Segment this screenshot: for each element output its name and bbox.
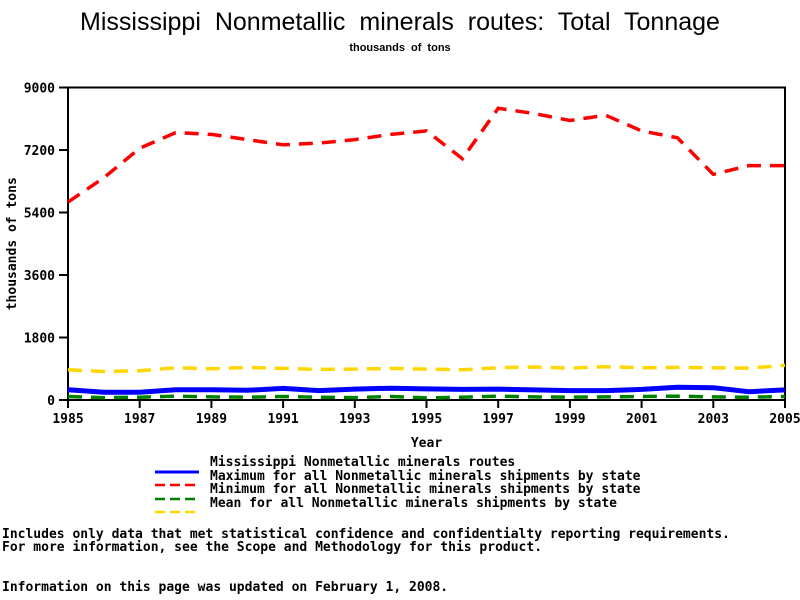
x-tick-label: 1997 (483, 412, 514, 427)
footnote-line: Includes only data that met statistical … (2, 527, 730, 542)
y-tick-label: 3600 (24, 269, 55, 284)
footnotes: Includes only data that met statistical … (2, 528, 730, 554)
y-tick-label: 9000 (24, 82, 55, 97)
legend-line-icon (155, 497, 199, 500)
y-tick-label: 0 (47, 394, 55, 409)
y-axis-title: thousands of tons (5, 177, 20, 310)
legend-item: Mississippi Nonmetallic minerals routes (155, 455, 640, 474)
chart-legend: Mississippi Nonmetallic minerals routes … (155, 455, 641, 514)
legend-line-icon (155, 511, 199, 514)
y-tick-label: 7200 (24, 144, 55, 159)
legend-item: Maximum for all Nonmetallic minerals shi… (155, 468, 641, 487)
legend-label: Minimum for all Nonmetallic minerals shi… (210, 482, 641, 498)
footnote-line: For more information, see the Scope and … (2, 540, 543, 555)
legend-line-swatch-mean (155, 500, 199, 514)
legend-label: Maximum for all Nonmetallic minerals shi… (210, 468, 641, 484)
legend-line-swatch-minimum (155, 487, 199, 500)
legend-label: Mean for all Nonmetallic minerals shipme… (210, 495, 617, 511)
legend-line-icon (155, 470, 199, 474)
series-line (67, 106, 785, 204)
x-tick-label: 2005 (769, 412, 800, 427)
y-tick-label: 5400 (24, 207, 55, 222)
updated-date-note: Information on this page was updated on … (2, 580, 449, 595)
x-tick-label: 1995 (411, 412, 442, 427)
x-tick-label: 1991 (267, 412, 298, 427)
chart-title: Mississippi Nonmetallic minerals routes:… (80, 8, 720, 36)
tonnage-line-chart: 0 1800 3600 5400 7200 9000 1985 1987 1989 1991 199… (5, 82, 800, 452)
x-tick-label: 1989 (196, 412, 227, 427)
y-tick-label: 1800 (24, 332, 55, 347)
legend-label: Mississippi Nonmetallic minerals routes (210, 455, 516, 471)
chart-subtitle: thousands of tons (349, 42, 451, 54)
legend-line-swatch-mississippi (155, 460, 199, 474)
x-tick-label: 1987 (124, 412, 155, 427)
legend-line-swatch-maximum (155, 473, 199, 487)
x-tick-label: 2001 (626, 412, 657, 427)
x-tick-label: 2003 (698, 412, 729, 427)
series-line (67, 394, 786, 400)
series-line (67, 384, 786, 395)
legend-item: Mean for all Nonmetallic minerals shipme… (155, 495, 640, 514)
x-axis-title: Year (411, 436, 442, 451)
x-tick-label: 1999 (554, 412, 585, 427)
legend-line-icon (155, 484, 199, 487)
series-line (67, 363, 786, 374)
x-tick-label: 1993 (339, 412, 370, 427)
legend-item: Minimum for all Nonmetallic minerals shi… (155, 482, 641, 500)
x-tick-label: 1985 (52, 412, 83, 427)
